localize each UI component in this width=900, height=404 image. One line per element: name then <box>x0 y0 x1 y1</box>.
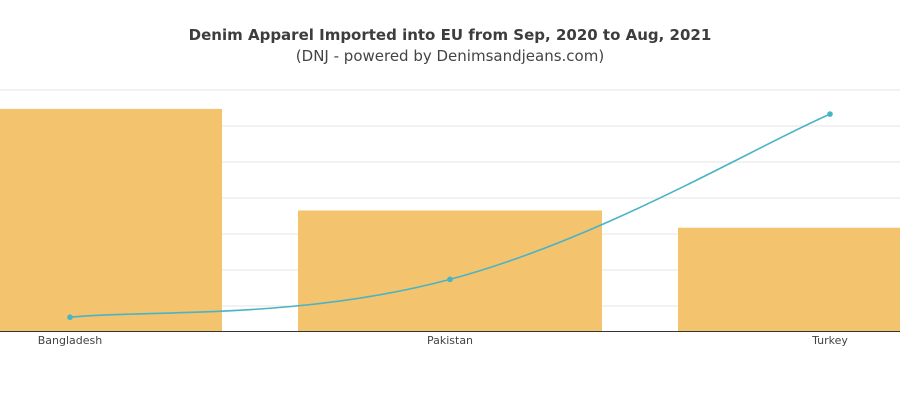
x-axis-labels: Bangladesh Pakistan Turkey <box>38 334 849 347</box>
x-tick-label: Turkey <box>811 334 848 347</box>
line-point-pakistan <box>447 276 453 283</box>
x-tick-label: Bangladesh <box>38 334 103 347</box>
bar-turkey <box>678 227 900 331</box>
chart-title: Denim Apparel Imported into EU from Sep,… <box>188 26 712 44</box>
line-series <box>67 111 833 321</box>
bar-series <box>0 108 900 331</box>
line-point-bangladesh <box>67 314 73 321</box>
x-tick-label: Pakistan <box>427 334 473 347</box>
line-point-turkey <box>827 111 833 117</box>
bar-pakistan <box>298 210 602 331</box>
bar-bangladesh <box>0 108 222 331</box>
chart-subtitle: (DNJ - powered by Denimsandjeans.com) <box>295 47 605 65</box>
